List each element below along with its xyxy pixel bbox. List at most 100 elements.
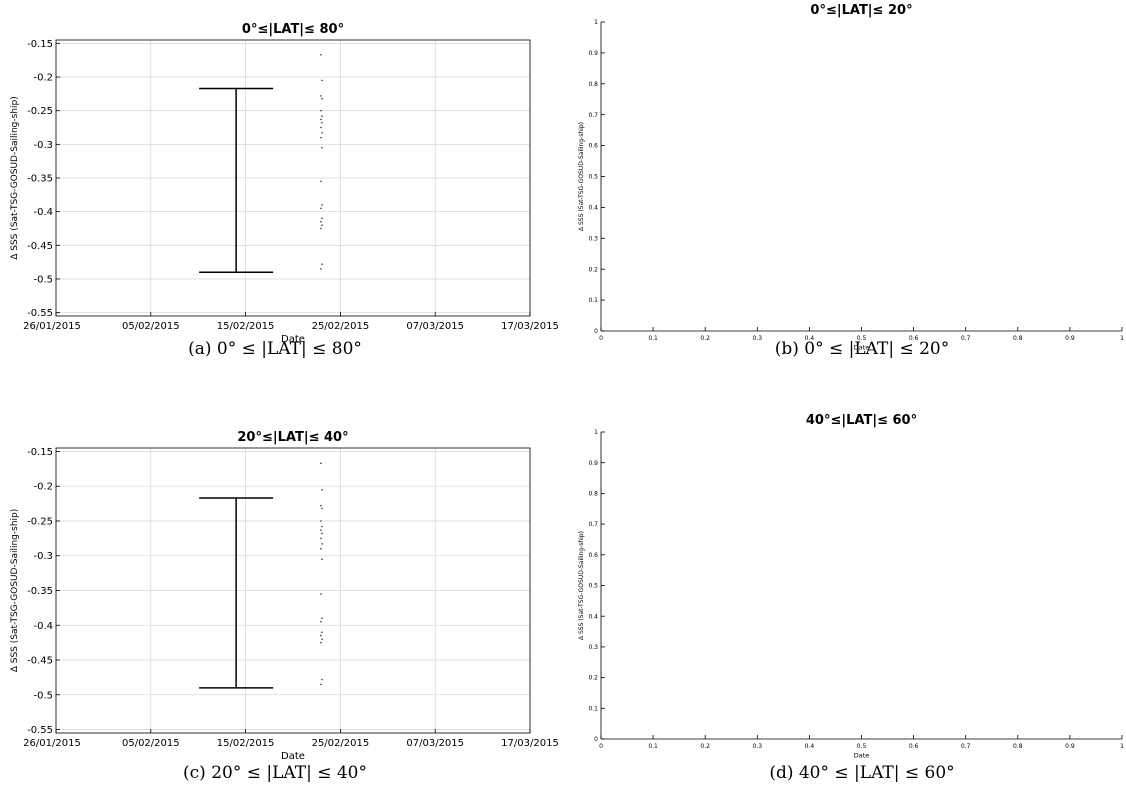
x-axis-label: Date xyxy=(854,344,870,352)
y-tick-label: -0.15 xyxy=(27,447,53,458)
data-point xyxy=(320,109,322,112)
chart-title: 0°≤|LAT|≤ 20° xyxy=(810,3,912,18)
data-point xyxy=(320,118,322,121)
data-point xyxy=(320,462,322,465)
chart-panel: 26/01/2015 05/02/2015 15/02/2015 25/02/2015… xyxy=(10,430,559,783)
y-tick-label: 0.6 xyxy=(588,552,598,559)
data-point xyxy=(320,548,322,550)
chart-title: 40°≤|LAT|≤ 60° xyxy=(806,413,917,428)
y-tick-label: -0.3 xyxy=(33,140,53,151)
data-point xyxy=(320,621,322,623)
y-tick-label: 0.5 xyxy=(588,583,598,590)
y-tick-label: -0.4 xyxy=(33,621,53,632)
y-tick-label: -0.25 xyxy=(27,516,53,527)
x-axis-label: Date xyxy=(281,751,305,762)
y-tick-label: 0.1 xyxy=(588,297,598,304)
data-point xyxy=(320,126,322,129)
y-tick-label: -0.4 xyxy=(33,207,53,218)
data-point xyxy=(320,207,322,210)
panel-caption: (c) 20° ≤ |LAT| ≤ 40° xyxy=(183,763,367,783)
y-tick-label: -0.5 xyxy=(33,274,53,285)
y-tick-label: 0.3 xyxy=(588,235,598,242)
y-tick-label: -0.2 xyxy=(33,73,53,84)
y-tick-label: 0.7 xyxy=(588,521,598,528)
data-point xyxy=(320,634,322,637)
y-tick-label: -0.3 xyxy=(33,551,53,562)
x-tick-label: 07/03/2015 xyxy=(406,738,464,749)
y-tick-label: -0.25 xyxy=(27,106,53,117)
x-tick-label: 07/03/2015 xyxy=(406,321,464,332)
y-axis-label: Δ SSS (Sat-TSG-GOSUD-Sailing-ship) xyxy=(578,531,585,640)
data-point xyxy=(320,683,322,686)
x-tick-label: 05/02/2015 xyxy=(122,738,180,749)
data-point xyxy=(321,543,323,545)
y-tick-label: 0.9 xyxy=(588,50,598,57)
x-tick-label: 1 xyxy=(1120,335,1124,342)
data-point xyxy=(321,132,323,134)
y-tick-label: 0 xyxy=(594,736,598,743)
data-point xyxy=(321,204,323,206)
y-tick-label: -0.55 xyxy=(27,308,53,319)
y-tick-label: 1 xyxy=(594,429,598,436)
x-tick-label: 15/02/2015 xyxy=(217,321,275,332)
data-point xyxy=(321,617,323,620)
panel-caption: (b) 0° ≤ |LAT| ≤ 20° xyxy=(775,339,950,359)
chart-panel: 26/01/2015 05/02/2015 15/02/2015 25/02/2015… xyxy=(10,22,559,359)
y-tick-label: -0.55 xyxy=(27,725,53,736)
y-tick-label: -0.35 xyxy=(27,174,53,185)
x-axis-label: Date xyxy=(281,334,305,345)
data-point xyxy=(320,54,322,56)
data-point xyxy=(321,79,323,82)
data-point xyxy=(320,180,322,183)
data-point xyxy=(320,529,322,531)
data-point xyxy=(321,146,323,149)
data-point xyxy=(320,136,322,139)
y-tick-label: -0.15 xyxy=(27,39,53,50)
data-point xyxy=(321,532,323,535)
data-point xyxy=(320,221,322,223)
x-tick-label: 0 xyxy=(599,743,603,750)
data-point xyxy=(321,488,323,491)
data-point xyxy=(321,678,323,681)
data-point xyxy=(320,641,322,644)
data-point xyxy=(320,520,322,522)
y-tick-label: 0.3 xyxy=(588,644,598,651)
y-tick-label: 0.9 xyxy=(588,460,598,467)
chart-title: 20°≤|LAT|≤ 40° xyxy=(237,430,348,445)
y-tick-label: -0.45 xyxy=(27,241,53,252)
data-point xyxy=(321,631,323,633)
data-point xyxy=(321,224,323,226)
x-tick-label: 0.2 xyxy=(700,743,710,750)
x-tick-label: 0.5 xyxy=(857,335,867,342)
data-point xyxy=(321,115,323,117)
y-tick-label: 0.8 xyxy=(588,81,598,88)
data-point xyxy=(321,558,323,560)
x-tick-label: 0 xyxy=(599,335,603,342)
x-tick-label: 0.3 xyxy=(753,743,763,750)
data-point xyxy=(321,263,323,265)
y-tick-label: 0.4 xyxy=(588,205,598,212)
y-tick-label: 1 xyxy=(594,19,598,26)
data-point xyxy=(321,217,323,220)
x-tick-label: 25/02/2015 xyxy=(312,738,370,749)
data-point xyxy=(320,537,322,540)
y-tick-label: 0 xyxy=(594,328,598,335)
x-tick-label: 25/02/2015 xyxy=(312,321,370,332)
x-tick-label: 0.8 xyxy=(1013,335,1023,342)
x-tick-label: 17/03/2015 xyxy=(501,321,559,332)
y-tick-label: -0.2 xyxy=(33,482,53,493)
panel-caption: (d) 40° ≤ |LAT| ≤ 60° xyxy=(769,763,954,783)
x-tick-label: 17/03/2015 xyxy=(501,738,559,749)
panel-caption: (a) 0° ≤ |LAT| ≤ 80° xyxy=(188,339,362,359)
y-tick-label: 0.6 xyxy=(588,143,598,150)
x-tick-label: 0.1 xyxy=(648,743,658,750)
x-tick-label: 0.4 xyxy=(805,335,815,342)
x-tick-label: 0.9 xyxy=(1065,743,1075,750)
data-point xyxy=(320,268,322,270)
x-tick-label: 0.7 xyxy=(961,335,971,342)
x-tick-label: 0.9 xyxy=(1065,335,1075,342)
y-tick-label: 0.7 xyxy=(588,112,598,119)
data-point xyxy=(320,504,322,507)
y-tick-label: -0.45 xyxy=(27,656,53,667)
